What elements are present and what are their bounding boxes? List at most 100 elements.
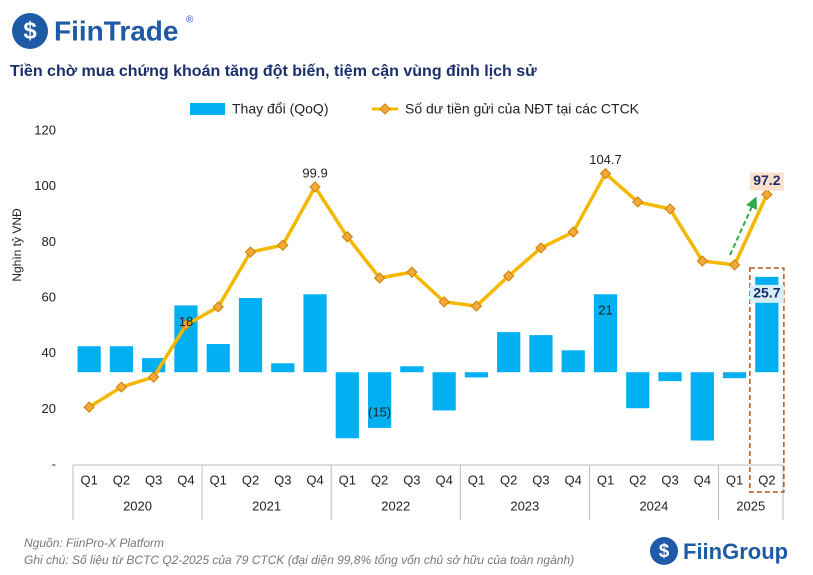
brand: FiinTrade [54,15,178,46]
x-tick-label: Q4 [306,472,323,487]
registered: ® [186,15,194,26]
y-tick-label: 120 [34,122,56,137]
marker [406,266,418,278]
marker [147,371,160,383]
y-tick-label: 40 [42,345,56,360]
marker [664,203,676,215]
legend-swatch [190,103,225,115]
logo-glyph: $ [659,541,670,562]
y-tick-label: - [52,456,56,471]
label-box [749,172,784,191]
y-tick-label: 20 [42,401,56,416]
marker [438,296,450,308]
bar [432,372,456,411]
bar [561,350,585,373]
y-axis-label: Nghìn tỷ VNĐ [10,208,24,282]
bar [464,372,489,378]
legend-label: Thay đổi (QoQ) [232,101,328,117]
data-label: 97.2 [753,172,780,188]
data-label: (15) [368,404,391,419]
x-tick-label: Q3 [403,472,420,487]
marker [761,188,773,201]
marker [309,181,321,193]
bar [109,346,134,373]
bar [658,372,682,382]
line [88,171,769,409]
x-group-label: 2020 [123,498,152,513]
x-tick-label: Q3 [274,472,291,487]
chart-title: Tiền chờ mua chứng khoán tăng đột biến, … [10,63,537,80]
trend-arrow [729,196,757,256]
x-group-label: 2025 [736,498,765,513]
x-tick-label: Q2 [629,472,646,487]
x-tick-label: Q4 [177,472,194,487]
marker [212,301,224,313]
x-group-label: 2021 [252,498,281,513]
marker [115,381,128,393]
marker [728,259,741,271]
x-tick-label: Q2 [758,472,775,487]
label-box [749,284,784,303]
source: Nguồn: FiinPro-X Platform [24,536,164,550]
x-tick-label: Q1 [80,472,97,487]
marker [535,242,547,254]
data-label: 21 [598,303,612,318]
y-tick-label: 60 [42,289,56,304]
marker [83,401,95,413]
x-tick-label: Q4 [565,472,582,487]
x-tick-label: Q1 [468,472,485,487]
brand: FiinGroup [683,539,788,564]
marker [567,226,579,238]
bar [722,372,747,379]
bar [206,344,230,373]
marker [502,270,515,282]
logo-glyph: $ [23,17,37,44]
bar [77,346,101,373]
bar [690,372,714,441]
x-tick-label: Q1 [339,472,356,487]
marker [180,319,192,331]
bar [626,372,650,409]
fiingroup-logo: $ FiinGroup [650,537,788,565]
bar [303,294,327,373]
marker [244,246,257,258]
x-tick-label: Q2 [371,472,388,487]
x-group-label: 2023 [510,498,539,513]
x-tick-label: Q3 [145,472,162,487]
bar [271,363,295,373]
y-tick-label: 80 [42,234,56,249]
bar [335,372,359,439]
x-tick-label: Q4 [694,472,711,487]
x-tick-label: Q2 [242,472,259,487]
data-label: 104.7 [589,152,622,167]
bar [238,298,263,373]
x-tick-label: Q3 [661,472,678,487]
marker [373,272,386,284]
marker [632,196,644,208]
legend-label: Số dư tiền gửi của NĐT tại các CTCK [405,101,640,117]
legend-marker [379,103,391,115]
bar [400,366,424,373]
marker [696,255,709,267]
x-tick-label: Q4 [435,472,452,487]
bar [593,294,618,373]
marker [599,167,612,180]
x-tick-label: Q1 [726,472,743,487]
note: Ghi chú: Số liệu từ BCTC Q2-2025 của 79 … [24,553,574,567]
x-tick-label: Q1 [597,472,614,487]
data-label: 18 [179,314,193,329]
data-label: 99.9 [302,165,327,180]
highlight-box [749,267,785,493]
marker [470,300,483,312]
fiintrade-logo: $ FiinTrade ® [12,13,194,49]
x-tick-label: Q2 [113,472,130,487]
x-group-label: 2022 [381,498,410,513]
data-label: 25.7 [753,285,780,301]
logo-mark [12,13,48,49]
x-group-label: 2024 [639,498,668,513]
y-tick-label: 100 [34,178,56,193]
bar [367,372,392,428]
x-tick-label: Q1 [210,472,227,487]
logo-mark [650,537,678,565]
